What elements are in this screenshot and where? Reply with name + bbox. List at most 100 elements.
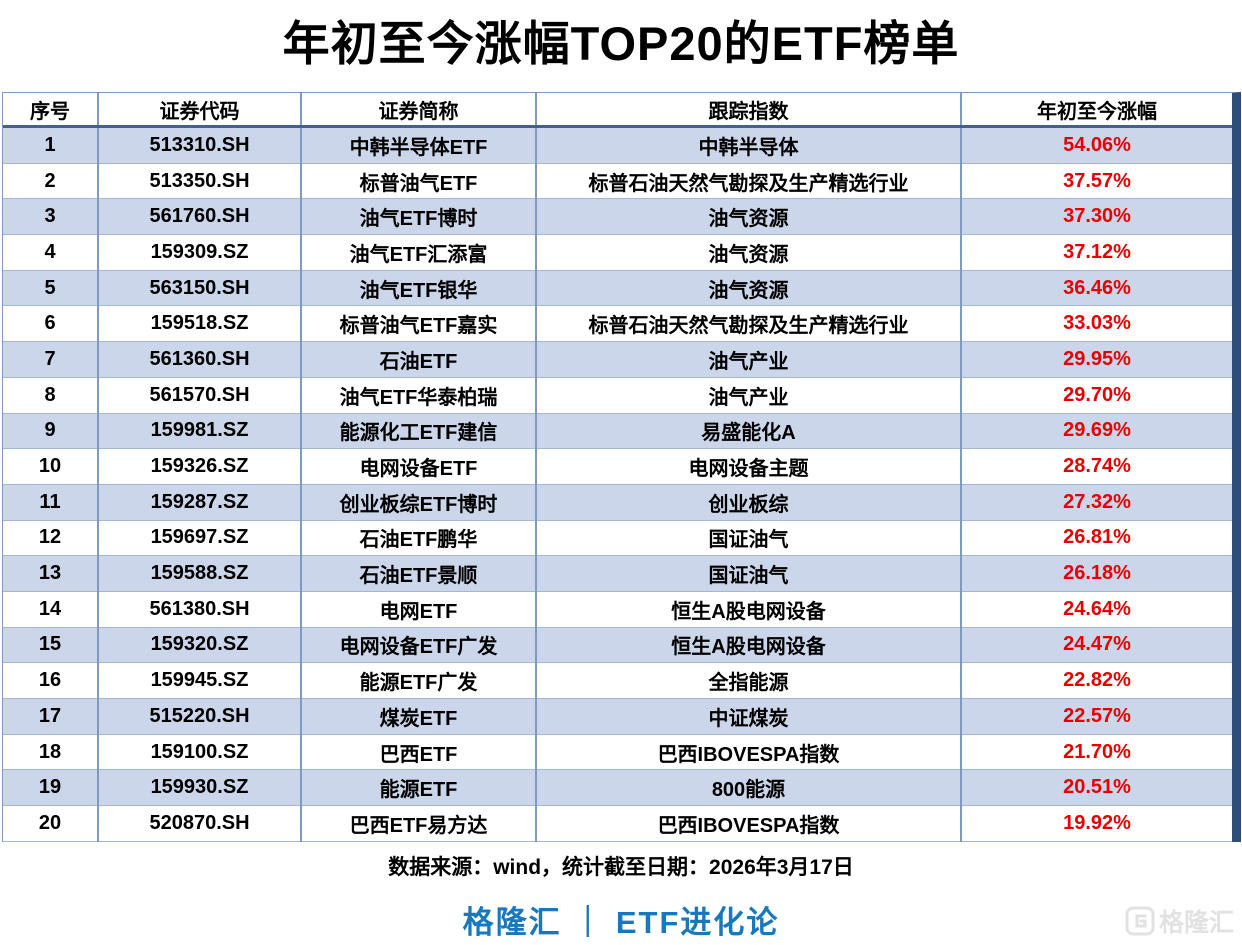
cell-rank: 9	[3, 413, 98, 450]
table-row: 2 513350.SH 标普油气ETF 标普石油天然气勘探及生产精选行业 37.57%	[3, 163, 1232, 200]
cell-name: 电网ETF	[300, 591, 536, 628]
cell-code: 515220.SH	[97, 698, 301, 735]
table-row: 4 159309.SZ 油气ETF汇添富 油气资源 37.12%	[3, 234, 1232, 271]
cell-code: 513310.SH	[97, 126, 301, 164]
cell-index: 标普石油天然气勘探及生产精选行业	[535, 163, 961, 200]
cell-change: 33.03%	[960, 305, 1232, 343]
cell-index: 标普石油天然气勘探及生产精选行业	[535, 305, 961, 343]
cell-index: 恒生A股电网设备	[535, 591, 961, 628]
cell-code: 561570.SH	[97, 377, 301, 414]
cell-index: 国证油气	[535, 520, 961, 557]
cell-code: 561360.SH	[97, 341, 301, 378]
cell-code: 159697.SZ	[97, 520, 301, 557]
cell-name: 油气ETF华泰柏瑞	[300, 377, 536, 414]
cell-index: 油气产业	[535, 341, 961, 378]
cell-rank: 14	[3, 591, 98, 628]
cell-change: 24.47%	[960, 627, 1232, 664]
cell-rank: 13	[3, 555, 98, 592]
cell-name: 石油ETF鹏华	[300, 520, 536, 557]
table-row: 13 159588.SZ 石油ETF景顺 国证油气 26.18%	[3, 555, 1232, 592]
data-source-note: 数据来源：wind，统计截至日期：2026年3月17日	[388, 855, 854, 879]
cell-index: 油气资源	[535, 270, 961, 307]
cell-change: 22.57%	[960, 698, 1232, 735]
cell-index: 油气产业	[535, 377, 961, 414]
header-code: 证券代码	[97, 93, 301, 128]
table-row: 8 561570.SH 油气ETF华泰柏瑞 油气产业 29.70%	[3, 377, 1232, 414]
cell-index: 油气资源	[535, 234, 961, 271]
header-name: 证券简称	[300, 93, 536, 128]
cell-name: 巴西ETF	[300, 734, 536, 771]
table-row: 5 563150.SH 油气ETF银华 油气资源 36.46%	[3, 270, 1232, 307]
cell-rank: 3	[3, 198, 98, 236]
table-row: 12 159697.SZ 石油ETF鹏华 国证油气 26.81%	[3, 520, 1232, 557]
cell-name: 能源ETF广发	[300, 662, 536, 699]
cell-change: 36.46%	[960, 270, 1232, 307]
cell-change: 20.51%	[960, 769, 1232, 807]
cell-change: 37.30%	[960, 198, 1232, 236]
cell-index: 油气资源	[535, 198, 961, 236]
table-row: 11 159287.SZ 创业板综ETF博时 创业板综 27.32%	[3, 484, 1232, 521]
table-row: 6 159518.SZ 标普油气ETF嘉实 标普石油天然气勘探及生产精选行业 33.03…	[3, 305, 1232, 343]
cell-name: 中韩半导体ETF	[300, 126, 536, 164]
cell-rank: 1	[3, 126, 98, 164]
cell-name: 标普油气ETF嘉实	[300, 305, 536, 343]
cell-name: 巴西ETF易方达	[300, 805, 536, 842]
cell-code: 159287.SZ	[97, 484, 301, 521]
cell-change: 29.95%	[960, 341, 1232, 378]
cell-name: 创业板综ETF博时	[300, 484, 536, 521]
cell-code: 159518.SZ	[97, 305, 301, 343]
cell-index: 800能源	[535, 769, 961, 807]
etf-table-body: 1 513310.SH 中韩半导体ETF 中韩半导体 54.06% 2 513350.SH 标…	[3, 126, 1232, 842]
header-row: 序号 证券代码 证券简称 跟踪指数 年初至今涨幅	[3, 93, 1232, 128]
cell-change: 24.64%	[960, 591, 1232, 628]
cell-name: 能源化工ETF建信	[300, 413, 536, 450]
cell-change: 26.18%	[960, 555, 1232, 592]
table-row: 1 513310.SH 中韩半导体ETF 中韩半导体 54.06%	[3, 126, 1232, 164]
cell-index: 中韩半导体	[535, 126, 961, 164]
cell-code: 159945.SZ	[97, 662, 301, 699]
table-row: 15 159320.SZ 电网设备ETF广发 恒生A股电网设备 24.47%	[3, 627, 1232, 664]
cell-index: 恒生A股电网设备	[535, 627, 961, 664]
cell-change: 22.82%	[960, 662, 1232, 699]
cell-change: 26.81%	[960, 520, 1232, 557]
cell-change: 29.69%	[960, 413, 1232, 450]
cell-code: 159326.SZ	[97, 448, 301, 485]
watermark-text: 格隆汇	[1158, 909, 1234, 937]
cell-name: 石油ETF	[300, 341, 536, 378]
cell-rank: 18	[3, 734, 98, 771]
header-change: 年初至今涨幅	[960, 93, 1232, 128]
cell-index: 全指能源	[535, 662, 961, 699]
gelonghui-logo-icon	[1125, 906, 1155, 936]
cell-code: 520870.SH	[97, 805, 301, 842]
cell-code: 561760.SH	[97, 198, 301, 236]
table-row: 20 520870.SH 巴西ETF易方达 巴西IBOVESPA指数 19.92%	[3, 805, 1232, 842]
cell-change: 27.32%	[960, 484, 1232, 521]
cell-code: 563150.SH	[97, 270, 301, 307]
cell-rank: 5	[3, 270, 98, 307]
cell-index: 巴西IBOVESPA指数	[535, 805, 961, 842]
cell-name: 油气ETF博时	[300, 198, 536, 236]
header-index: 跟踪指数	[535, 93, 961, 128]
cell-rank: 16	[3, 662, 98, 699]
cell-index: 创业板综	[535, 484, 961, 521]
cell-rank: 12	[3, 520, 98, 557]
cell-rank: 20	[3, 805, 98, 842]
cell-change: 21.70%	[960, 734, 1232, 771]
page-title: 年初至今涨幅TOP20的ETF榜单	[282, 17, 960, 70]
cell-name: 石油ETF景顺	[300, 555, 536, 592]
etf-table: 序号 证券代码 证券简称 跟踪指数 年初至今涨幅 1 513310.SH 中韩半导体…	[3, 93, 1232, 842]
cell-name: 电网设备ETF	[300, 448, 536, 485]
cell-code: 159981.SZ	[97, 413, 301, 450]
cell-rank: 10	[3, 448, 98, 485]
cell-rank: 4	[3, 234, 98, 271]
cell-code: 513350.SH	[97, 163, 301, 200]
table-row: 19 159930.SZ 能源ETF 800能源 20.51%	[3, 769, 1232, 807]
cell-index: 中证煤炭	[535, 698, 961, 735]
table-row: 3 561760.SH 油气ETF博时 油气资源 37.30%	[3, 198, 1232, 236]
cell-change: 29.70%	[960, 377, 1232, 414]
cell-change: 54.06%	[960, 126, 1232, 164]
cell-index: 国证油气	[535, 555, 961, 592]
cell-index: 易盛能化A	[535, 413, 961, 450]
table-row: 16 159945.SZ 能源ETF广发 全指能源 22.82%	[3, 662, 1232, 699]
cell-rank: 8	[3, 377, 98, 414]
